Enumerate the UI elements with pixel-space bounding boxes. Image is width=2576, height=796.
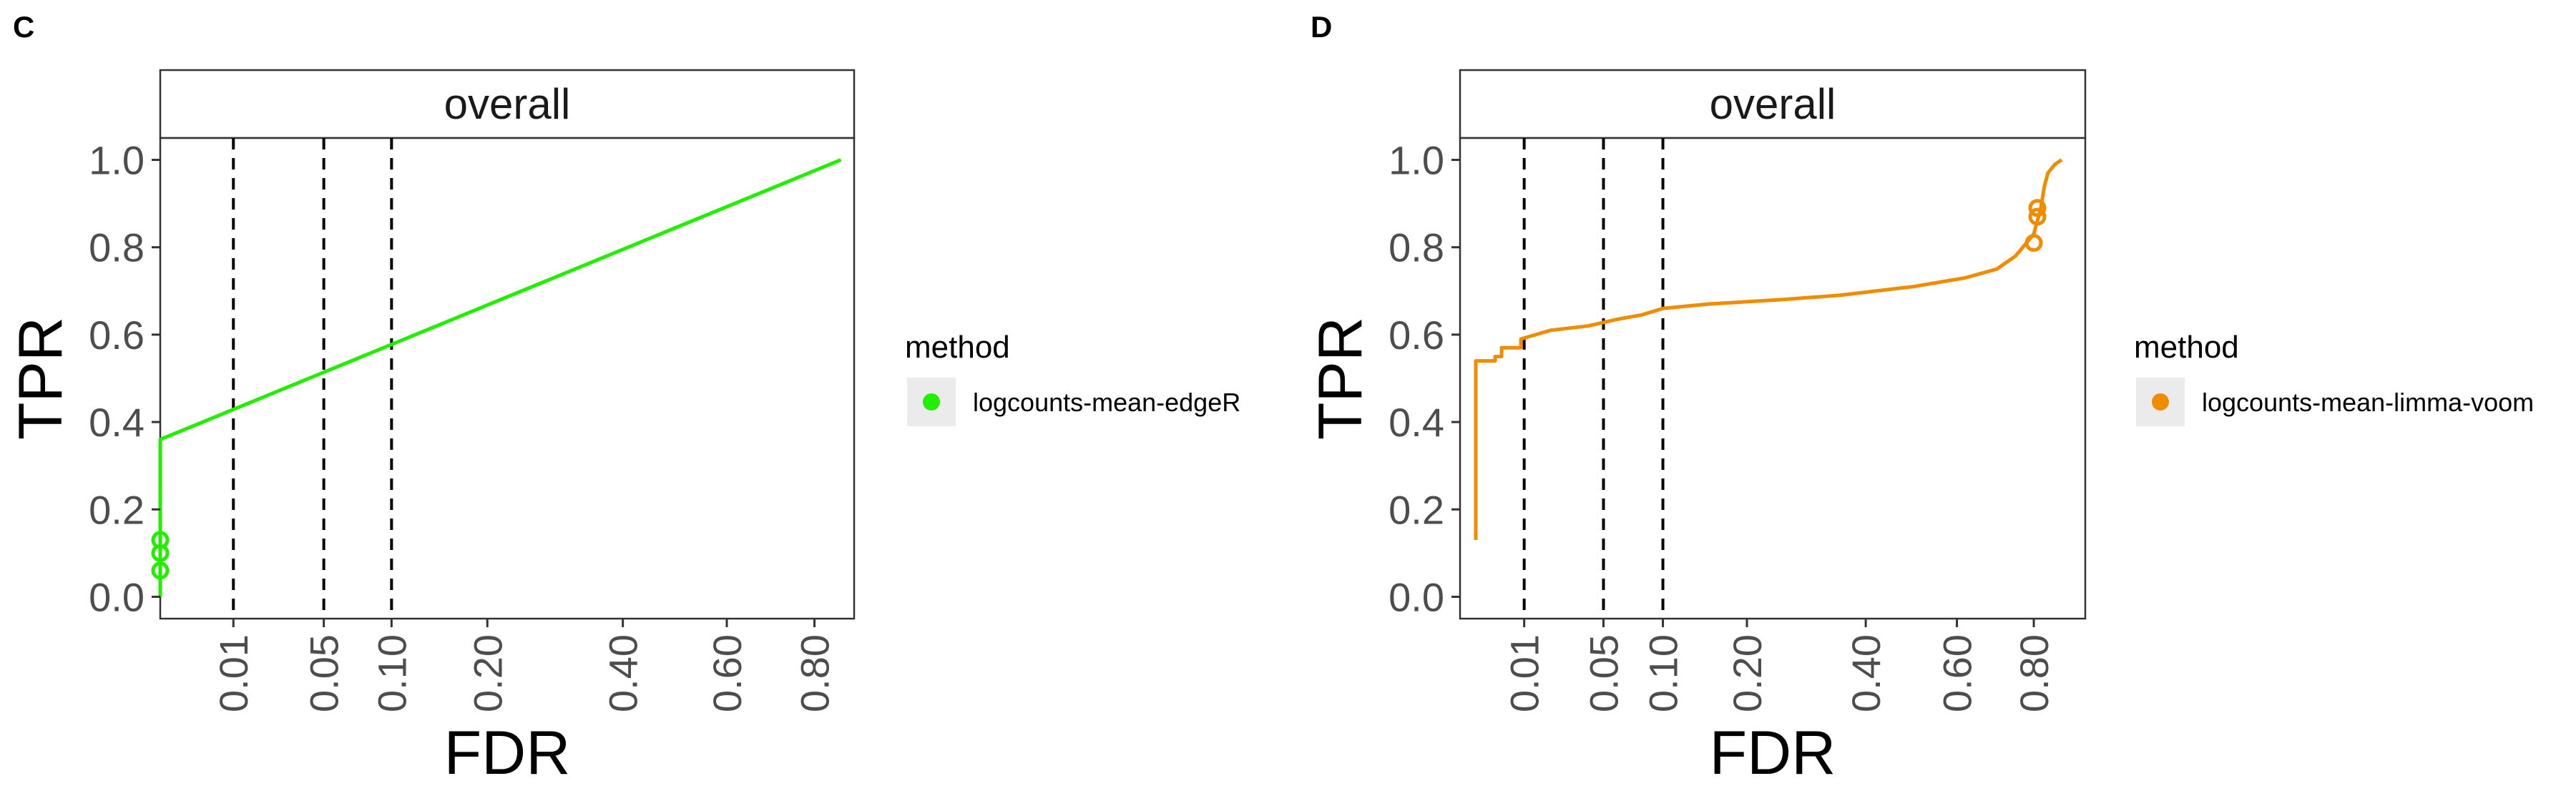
y-tick-label: 0.0: [89, 574, 145, 619]
y-axis-title: TPR: [6, 317, 75, 440]
panel-d: D overall 0.0 0.2 0.4 0.6 0.8 1.0 0.01 0.05 0.1…: [1306, 10, 2534, 787]
y-axis-title: TPR: [1306, 317, 1375, 440]
facet-strip: [159, 69, 856, 139]
legend: method logcounts-mean-edgeR: [905, 330, 1240, 426]
x-axis: 0.01 0.05 0.10 0.20 0.40 0.60 0.80: [1502, 619, 2057, 712]
y-axis: 0.0 0.2 0.4 0.6 0.8 1.0: [89, 138, 160, 619]
y-tick-label: 1.0: [1389, 138, 1444, 183]
series-layer: [151, 158, 842, 597]
x-tick-label: 0.05: [302, 634, 347, 712]
series-line: [158, 158, 842, 597]
series-layer: [1474, 158, 2063, 540]
y-tick-label: 0.6: [89, 313, 145, 358]
panel-letter: D: [1311, 10, 1332, 44]
y-tick-label: 0.4: [89, 400, 145, 445]
x-axis-title: FDR: [1710, 719, 1836, 787]
x-tick-label: 0.40: [1843, 634, 1889, 712]
legend-marker: [923, 393, 940, 411]
legend-title: method: [2134, 330, 2239, 365]
x-tick-label: 0.60: [705, 634, 750, 712]
legend-label: logcounts-mean-limma-voom: [2202, 388, 2534, 417]
plot-area: [1459, 137, 2087, 620]
x-tick-label: 0.80: [793, 634, 838, 712]
y-tick-label: 0.4: [1389, 400, 1444, 445]
facet-strip: [1459, 69, 2087, 139]
y-tick-label: 1.0: [89, 138, 145, 183]
x-axis-title: FDR: [444, 719, 571, 787]
legend-label: logcounts-mean-edgeR: [973, 388, 1240, 417]
panel-letter: C: [13, 10, 34, 44]
reference-lines: [232, 138, 393, 619]
x-tick-label: 0.05: [1582, 634, 1627, 712]
legend: method logcounts-mean-limma-voom: [2134, 330, 2534, 426]
panel-c: C overall 0.0 0.2 0.4 0.6 0.8 1.0 0.01 0.05 0.1…: [6, 10, 1240, 787]
series-point: [151, 561, 170, 580]
series-line: [1474, 158, 2063, 540]
series-point: [2028, 199, 2047, 217]
series-point: [151, 531, 170, 549]
x-tick-label: 0.20: [465, 634, 510, 712]
y-tick-label: 0.0: [1389, 574, 1444, 619]
x-tick-label: 0.20: [1725, 634, 1770, 712]
legend-marker: [2152, 393, 2169, 411]
x-tick-label: 0.01: [211, 634, 256, 712]
y-tick-label: 0.8: [89, 225, 145, 270]
x-tick-label: 0.10: [369, 634, 414, 712]
y-tick-label: 0.2: [1389, 487, 1444, 532]
legend-title: method: [905, 330, 1010, 365]
y-tick-label: 0.8: [1389, 225, 1444, 270]
x-tick-label: 0.10: [1641, 634, 1686, 712]
series-point: [2024, 234, 2043, 252]
series-point: [2028, 207, 2047, 226]
facet-label: overall: [1710, 80, 1836, 128]
facet-label: overall: [444, 80, 571, 128]
reference-lines: [1522, 138, 1665, 619]
x-tick-label: 0.01: [1502, 634, 1547, 712]
x-tick-label: 0.80: [2012, 634, 2057, 712]
y-tick-label: 0.6: [1389, 313, 1444, 358]
x-axis: 0.01 0.05 0.10 0.20 0.40 0.60 0.80: [211, 619, 838, 712]
y-tick-label: 0.2: [89, 487, 145, 532]
x-tick-label: 0.60: [1935, 634, 1980, 712]
plot-area: [159, 137, 856, 620]
y-axis: 0.0 0.2 0.4 0.6 0.8 1.0: [1389, 138, 1460, 619]
x-tick-label: 0.40: [601, 634, 646, 712]
